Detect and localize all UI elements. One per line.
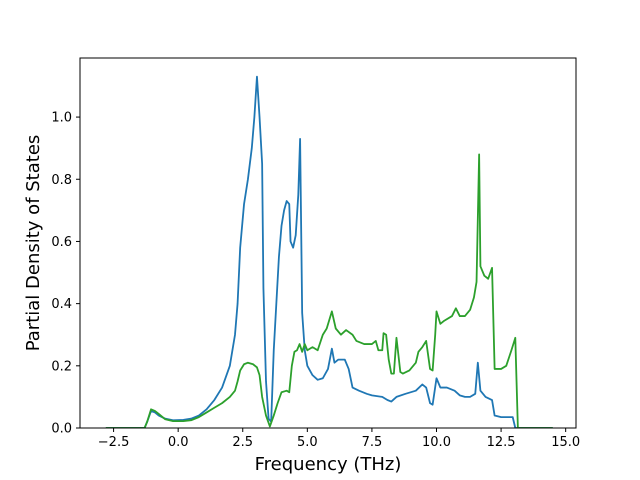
y-tick-label: 0.2: [51, 359, 72, 374]
x-tick-label: 0.0: [168, 435, 189, 450]
x-tick-label: 15.0: [551, 435, 580, 450]
y-tick-label: 0.4: [51, 297, 72, 312]
y-axis-label: Partial Density of States: [23, 135, 44, 352]
y-axis-ticks: 0.0 0.2 0.4 0.6 0.8 1.0: [51, 111, 80, 437]
x-tick-label: 2.5: [232, 435, 253, 450]
x-tick-label: 10.0: [422, 435, 451, 450]
series-layer: [105, 75, 553, 428]
y-tick-label: 0.0: [51, 422, 72, 437]
x-tick-label: 12.5: [487, 435, 516, 450]
x-tick-label: 5.0: [297, 435, 318, 450]
x-tick-label: 7.5: [362, 435, 383, 450]
plot-frame: [79, 57, 577, 429]
series-line-2: [105, 153, 553, 428]
x-tick-label: −2.5: [98, 435, 130, 450]
series-line-1: [105, 75, 553, 428]
y-tick-label: 1.0: [51, 111, 72, 126]
x-axis-ticks: −2.5 0.0 2.5 5.0 7.5 10.0 12.5 15.0: [98, 428, 580, 450]
y-tick-label: 0.8: [51, 173, 72, 188]
x-axis-label: Frequency (THz): [255, 454, 402, 475]
y-tick-label: 0.6: [51, 235, 72, 250]
